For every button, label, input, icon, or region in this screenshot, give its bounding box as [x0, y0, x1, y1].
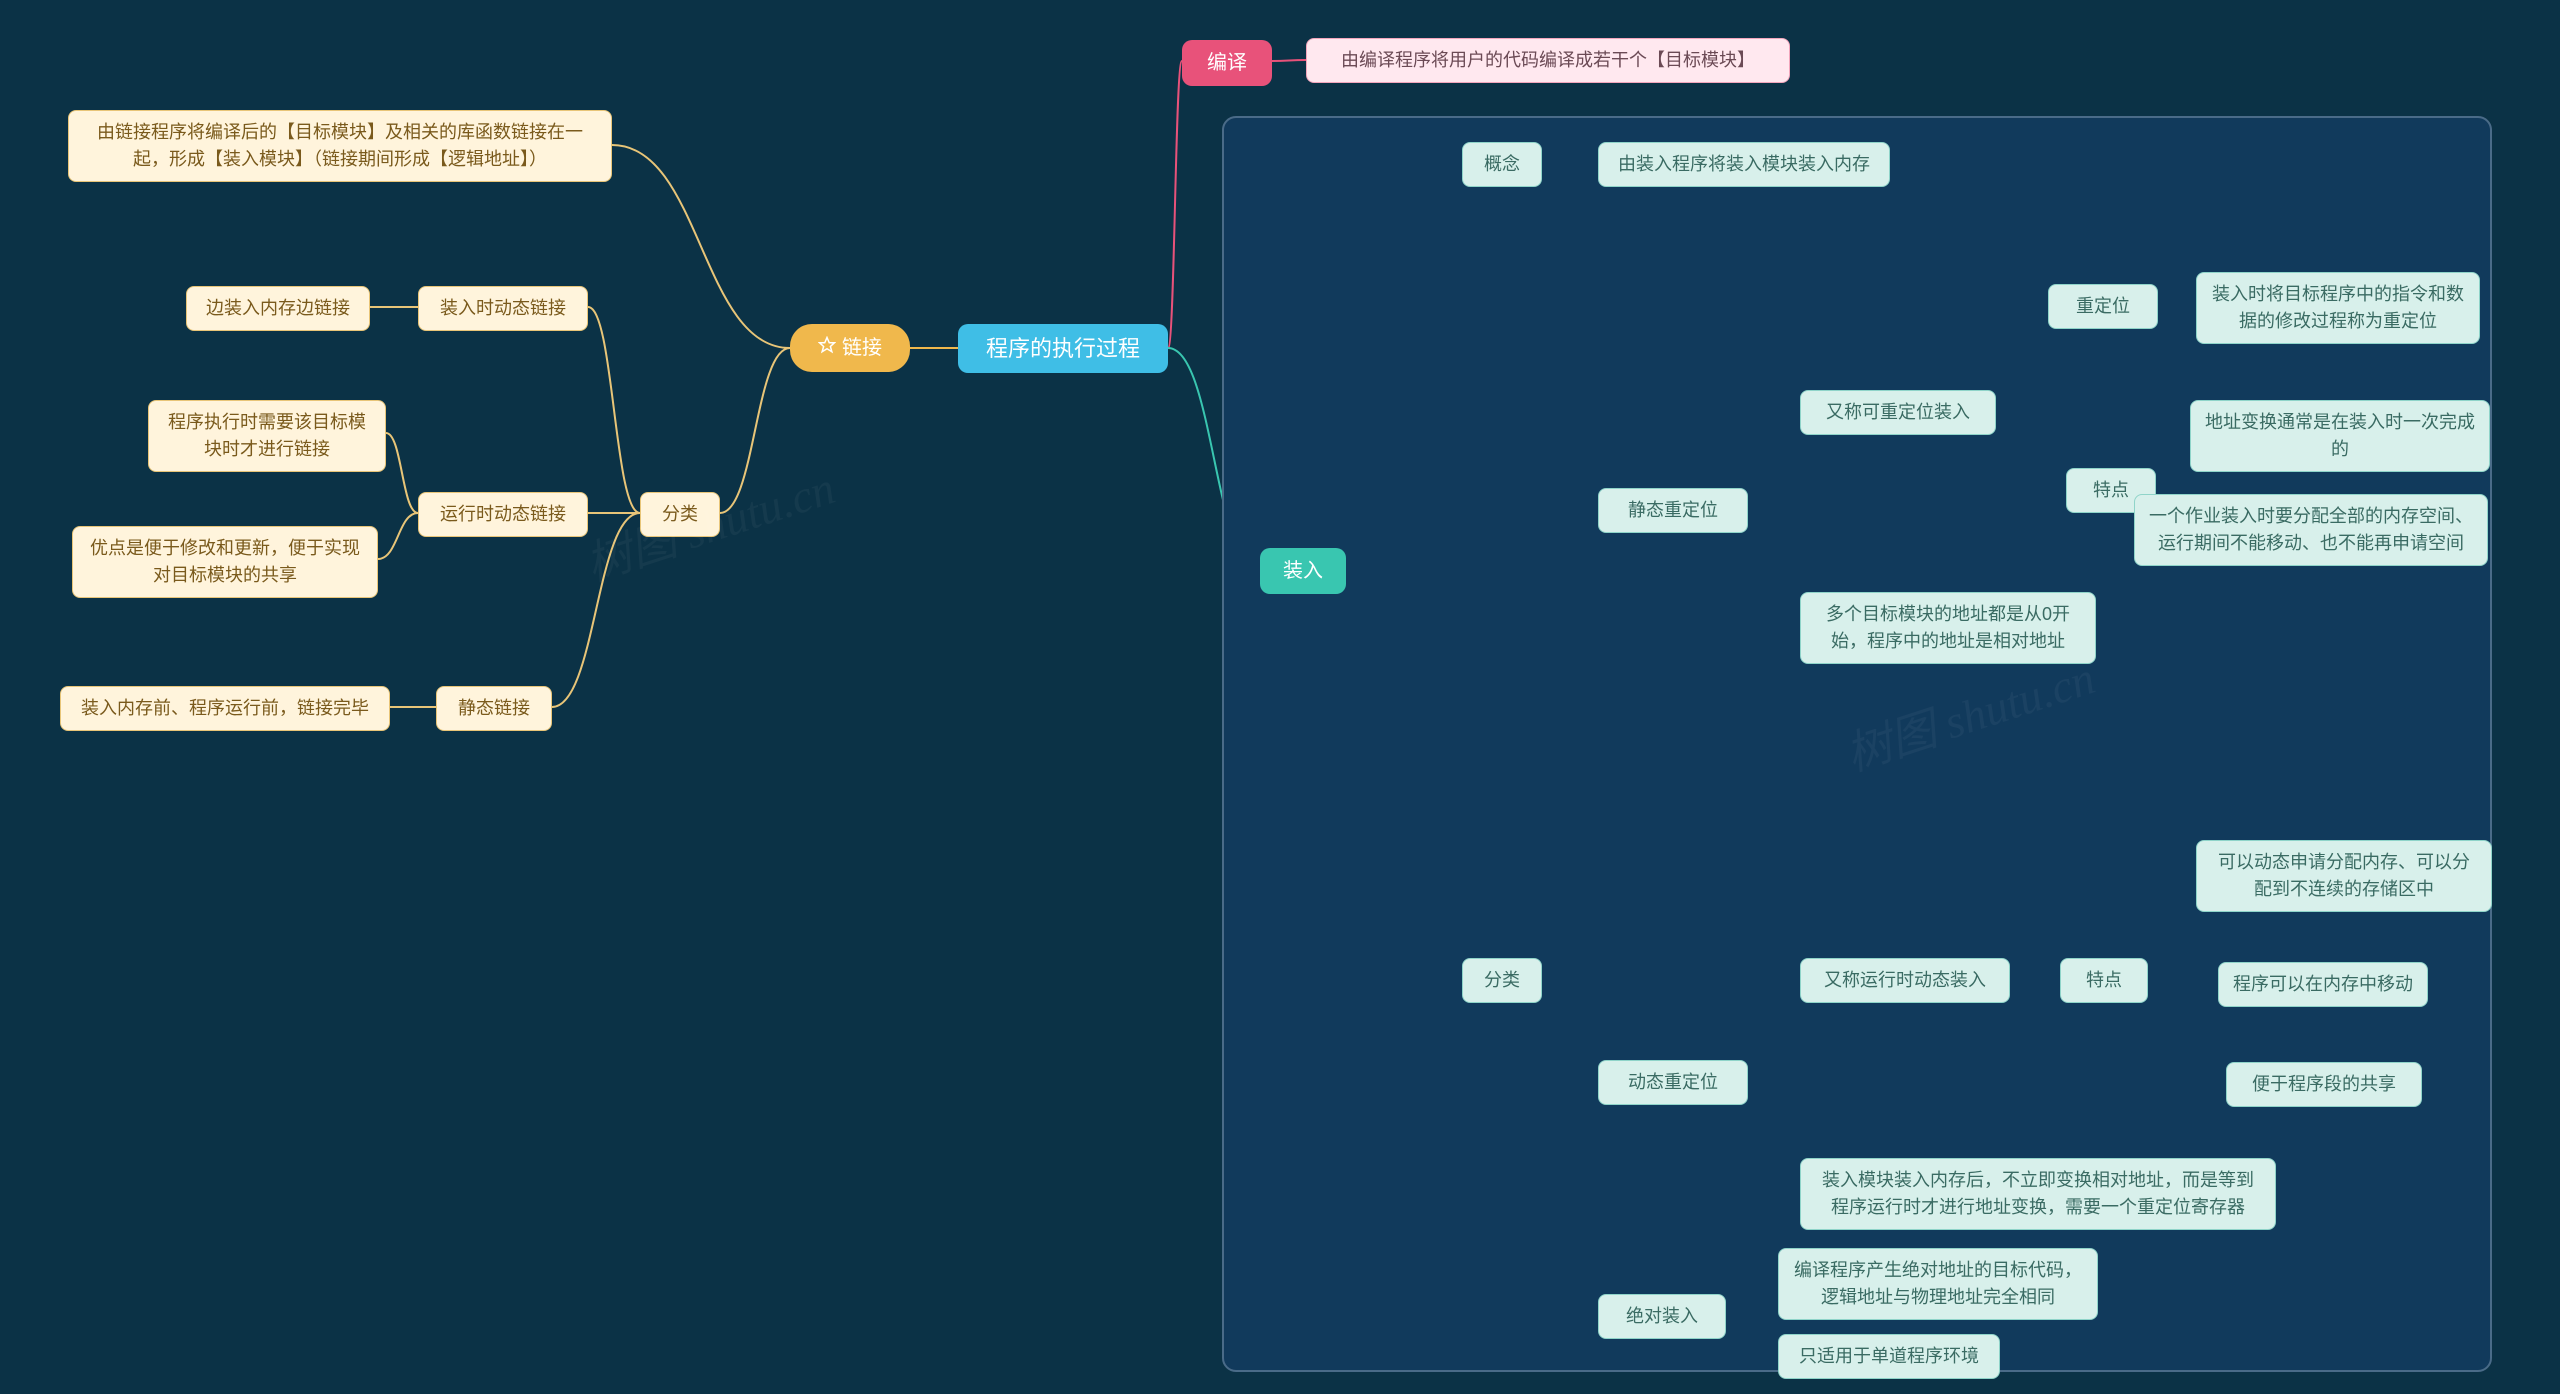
mindmap-node-lc_run_2: 优点是便于修改和更新，便于实现对目标模块的共享	[72, 526, 378, 598]
node-label: 由编译程序将用户的代码编译成若干个【目标模块】	[1341, 47, 1755, 74]
mindmap-node-abs_b: 只适用于单道程序环境	[1778, 1334, 2000, 1379]
edge	[720, 348, 790, 513]
star-icon	[818, 333, 836, 363]
mindmap-node-static_reloc: 静态重定位	[1598, 488, 1748, 533]
mindmap-node-dr_a: 又称运行时动态装入	[1800, 958, 2010, 1003]
node-label: 运行时动态链接	[440, 501, 566, 528]
mindmap-node-sr_a_rd: 重定位	[2048, 284, 2158, 329]
mindmap-node-link: 链接	[790, 324, 910, 372]
edge	[1272, 60, 1306, 61]
mindmap-node-sr_a_ft_1: 地址变换通常是在装入时一次完成的	[2190, 400, 2490, 472]
mindmap-node-dr_a_ft_2: 程序可以在内存中移动	[2218, 962, 2428, 1007]
mindmap-node-dyn_reloc: 动态重定位	[1598, 1060, 1748, 1105]
mindmap-node-abs_a: 编译程序产生绝对地址的目标代码，逻辑地址与物理地址完全相同	[1778, 1248, 2098, 1320]
mindmap-node-compile: 编译	[1182, 40, 1272, 86]
node-label: 只适用于单道程序环境	[1799, 1343, 1979, 1370]
mindmap-node-dr_a_ft_1: 可以动态申请分配内存、可以分配到不连续的存储区中	[2196, 840, 2492, 912]
node-label: 装入时动态链接	[440, 295, 566, 322]
edge	[552, 513, 640, 707]
mindmap-node-load_concept: 概念	[1462, 142, 1542, 187]
node-label: 静态链接	[458, 695, 530, 722]
node-label: 特点	[2086, 967, 2122, 994]
node-label: 边装入内存边链接	[206, 295, 350, 322]
node-label: 由装入程序将装入模块装入内存	[1618, 151, 1870, 178]
mindmap-node-load_concept_d: 由装入程序将装入模块装入内存	[1598, 142, 1890, 187]
mindmap-node-load_class: 分类	[1462, 958, 1542, 1003]
node-label: 装入时将目标程序中的指令和数据的修改过程称为重定位	[2211, 281, 2465, 335]
edge	[1168, 61, 1182, 348]
edge	[588, 307, 640, 513]
mindmap-node-dr_b: 装入模块装入内存后，不立即变换相对地址，而是等到程序运行时才进行地址变换，需要一…	[1800, 1158, 2276, 1230]
mindmap-node-dr_a_ft_3: 便于程序段的共享	[2226, 1062, 2422, 1107]
node-label: 优点是便于修改和更新，便于实现对目标模块的共享	[87, 535, 363, 589]
node-label: 重定位	[2076, 293, 2130, 320]
node-label: 概念	[1484, 151, 1520, 178]
node-label: 由链接程序将编译后的【目标模块】及相关的库函数链接在一起，形成【装入模块】（链接…	[83, 119, 597, 173]
node-label: 编译程序产生绝对地址的目标代码，逻辑地址与物理地址完全相同	[1793, 1257, 2083, 1311]
edge	[612, 145, 790, 348]
node-label: 绝对装入	[1626, 1303, 1698, 1330]
node-label: 装入模块装入内存后，不立即变换相对地址，而是等到程序运行时才进行地址变换，需要一…	[1815, 1167, 2261, 1221]
mindmap-node-sr_b: 多个目标模块的地址都是从0开始，程序中的地址是相对地址	[1800, 592, 2096, 664]
mindmap-node-sr_a_ft_2: 一个作业装入时要分配全部的内存空间、运行期间不能移动、也不能再申请空间	[2134, 494, 2488, 566]
node-label: 特点	[2093, 477, 2129, 504]
node-label: 多个目标模块的地址都是从0开始，程序中的地址是相对地址	[1815, 601, 2081, 655]
node-label: 便于程序段的共享	[2252, 1071, 2396, 1098]
edge	[378, 513, 418, 559]
mindmap-node-lc_run: 运行时动态链接	[418, 492, 588, 537]
mindmap-node-compile_d: 由编译程序将用户的代码编译成若干个【目标模块】	[1306, 38, 1790, 83]
mindmap-node-lc_dyn_d: 边装入内存边链接	[186, 286, 370, 331]
mindmap-node-lc_static: 静态链接	[436, 686, 552, 731]
mindmap-node-lc_dyn: 装入时动态链接	[418, 286, 588, 331]
node-label: 链接	[842, 333, 882, 363]
mindmap-node-link_desc: 由链接程序将编译后的【目标模块】及相关的库函数链接在一起，形成【装入模块】（链接…	[68, 110, 612, 182]
node-label: 又称运行时动态装入	[1824, 967, 1986, 994]
mindmap-node-lc_static_d: 装入内存前、程序运行前，链接完毕	[60, 686, 390, 731]
node-label: 程序的执行过程	[986, 332, 1140, 365]
mindmap-node-sr_a: 又称可重定位装入	[1800, 390, 1996, 435]
node-label: 编译	[1207, 48, 1247, 78]
node-label: 地址变换通常是在装入时一次完成的	[2205, 409, 2475, 463]
node-label: 动态重定位	[1628, 1069, 1718, 1096]
mindmap-node-lc_run_1: 程序执行时需要该目标模块时才进行链接	[148, 400, 386, 472]
node-label: 程序可以在内存中移动	[2233, 971, 2413, 998]
mindmap-node-root: 程序的执行过程	[958, 324, 1168, 373]
node-label: 装入	[1283, 556, 1323, 586]
node-label: 一个作业装入时要分配全部的内存空间、运行期间不能移动、也不能再申请空间	[2149, 503, 2473, 557]
node-label: 分类	[662, 501, 698, 528]
mindmap-node-sr_a_rd_d: 装入时将目标程序中的指令和数据的修改过程称为重定位	[2196, 272, 2480, 344]
edge	[386, 433, 418, 513]
mindmap-node-link_class: 分类	[640, 492, 720, 537]
node-label: 程序执行时需要该目标模块时才进行链接	[163, 409, 371, 463]
node-label: 装入内存前、程序运行前，链接完毕	[81, 695, 369, 722]
node-label: 又称可重定位装入	[1826, 399, 1970, 426]
node-label: 分类	[1484, 967, 1520, 994]
mindmap-node-abs_load: 绝对装入	[1598, 1294, 1726, 1339]
mindmap-node-load: 装入	[1260, 548, 1346, 594]
node-label: 可以动态申请分配内存、可以分配到不连续的存储区中	[2211, 849, 2477, 903]
mindmap-node-dr_a_ft: 特点	[2060, 958, 2148, 1003]
node-label: 静态重定位	[1628, 497, 1718, 524]
